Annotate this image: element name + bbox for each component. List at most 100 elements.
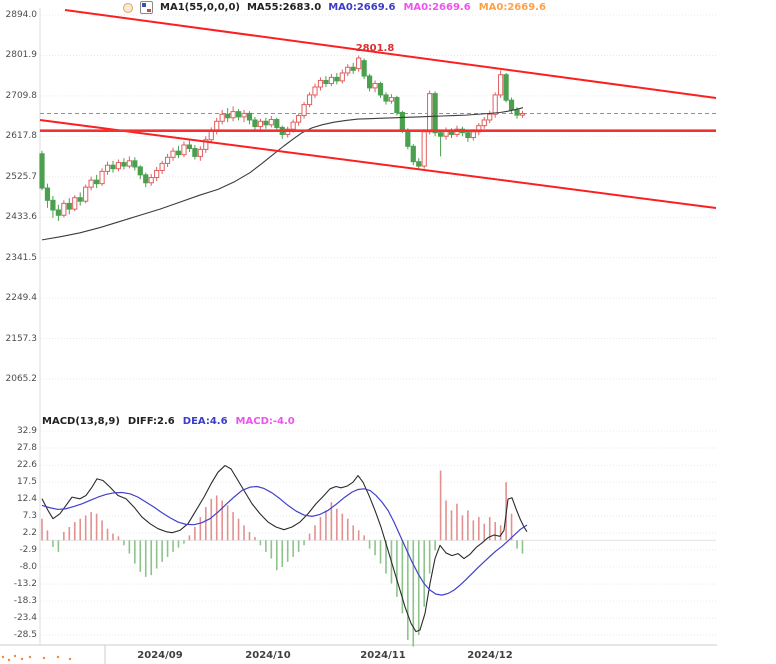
candle-body <box>268 119 274 126</box>
candle-body <box>66 202 72 210</box>
candle-body <box>77 197 83 202</box>
watermark-dot <box>20 657 24 661</box>
price-tick-label: 2801.9 <box>5 50 38 61</box>
macd-tick-label: -18.3 <box>13 596 37 607</box>
price-tick-label: 2065.2 <box>5 373 38 384</box>
candle-body <box>399 111 405 131</box>
candle-body <box>148 176 154 184</box>
candle-body <box>339 72 345 82</box>
candle-body <box>383 94 389 102</box>
candle-body <box>72 197 78 210</box>
macd-tick-label: 22.6 <box>16 460 37 471</box>
candle-body <box>377 83 384 96</box>
candle-body <box>312 86 318 96</box>
time-tick-label: 2024/09 <box>137 650 183 661</box>
price-tick-label: 2157.3 <box>5 333 38 344</box>
candle-body <box>39 153 45 189</box>
candle-body <box>356 57 362 70</box>
candle-body <box>519 113 526 116</box>
macd-dea-label: DEA:4.6 <box>182 416 228 427</box>
candle-body <box>192 148 198 157</box>
candle-body <box>317 79 324 88</box>
watermark-dot <box>68 657 72 661</box>
candle-body <box>94 179 100 185</box>
time-tick-label: 2024/12 <box>467 650 513 661</box>
price-tick-label: 2433.6 <box>5 212 38 223</box>
candle-body <box>328 76 334 85</box>
candle-body <box>290 121 296 130</box>
candle-body <box>372 83 378 89</box>
peak-price-annotation: 2801.8 <box>355 43 395 54</box>
ma55-line <box>41 107 524 241</box>
macd-tick-label: -13.2 <box>13 579 37 590</box>
macd-diff-label: DIFF:2.6 <box>127 416 175 427</box>
macd-macd-label: MACD:-4.0 <box>235 416 295 427</box>
macd-tick-label: -8.0 <box>19 561 37 572</box>
price-tick-label: 2525.7 <box>5 171 38 182</box>
candle-body <box>481 119 487 127</box>
candle-body <box>137 166 143 176</box>
macd-tick-label: 12.4 <box>16 494 37 505</box>
macd-tick-label: 17.5 <box>16 477 37 488</box>
trendline <box>39 119 717 209</box>
macd-tick-label: 2.2 <box>22 528 37 538</box>
candle-body <box>186 144 193 150</box>
candle-body <box>164 156 171 164</box>
candle-body <box>88 179 94 188</box>
candle-body <box>405 129 411 147</box>
candle-body <box>121 162 127 167</box>
candle-body <box>465 132 471 139</box>
legend-ma0-group: MA0:2669.6 MA0:2669.6 MA0:2669.6 <box>328 2 546 13</box>
candle-body <box>334 76 340 82</box>
candle-body <box>115 162 122 170</box>
legend-ma0-label: MA0:2669.6 <box>403 2 471 13</box>
candle-body <box>83 186 89 202</box>
candle-body <box>154 169 160 178</box>
candle-body <box>410 145 416 163</box>
candle-body <box>296 115 302 123</box>
price-tick-label: 2341.5 <box>5 252 38 263</box>
candle-body <box>508 99 515 111</box>
price-tick-label: 2617.8 <box>5 131 38 142</box>
watermark-dot <box>42 656 46 660</box>
price-tick-label: 2894.0 <box>5 10 38 20</box>
candle-body <box>241 112 247 118</box>
macd-tick-label: 27.8 <box>16 442 37 453</box>
candle-body <box>99 170 105 185</box>
candle-body <box>235 111 242 118</box>
candle-body <box>416 161 422 167</box>
candle-body <box>301 104 307 117</box>
candle-body <box>367 75 373 89</box>
candle-body <box>159 162 165 171</box>
price-tick-label: 2709.8 <box>5 90 38 101</box>
candle-body <box>503 74 509 101</box>
legend-ma0-label: MA0:2669.6 <box>478 2 546 13</box>
candle-body <box>257 120 263 128</box>
watermark-dot <box>13 654 17 658</box>
candle-body <box>394 97 400 113</box>
candle-body <box>470 131 476 139</box>
legend-ma1-label: MA1(55,0,0,0) <box>160 2 240 13</box>
candle-body <box>498 74 504 96</box>
candle-body <box>427 93 433 133</box>
watermark-dot <box>1 655 5 659</box>
macd-tick-label: -2.9 <box>19 544 37 555</box>
candle-body <box>132 160 138 168</box>
macd-tick-label: -28.5 <box>13 630 37 640</box>
candle-body <box>143 174 149 184</box>
candle-body <box>345 66 351 74</box>
candle-body <box>492 94 498 115</box>
indicator-settings-icon[interactable] <box>140 1 153 14</box>
trendline <box>64 9 717 99</box>
watermark-dot <box>28 655 32 659</box>
indicator-legend: MA1(55,0,0,0) MA55:2683.0 MA0:2669.6 MA0:… <box>123 1 546 14</box>
candle-body <box>246 112 253 121</box>
candle-body <box>306 94 313 106</box>
collapse-icon[interactable] <box>123 2 133 13</box>
candle-body <box>219 113 225 122</box>
candle-body <box>104 164 111 172</box>
macd-dea-line <box>41 485 528 596</box>
candle-body <box>421 131 427 167</box>
